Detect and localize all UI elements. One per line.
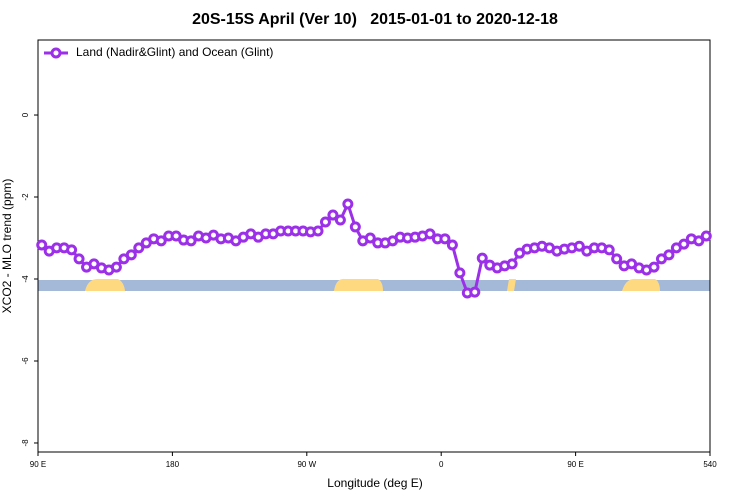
data-point [334, 214, 346, 226]
data-point [155, 235, 167, 247]
x-axis-label: Longitude (deg E) [327, 476, 422, 490]
data-point [133, 242, 145, 254]
data-point [446, 239, 458, 251]
data-point [342, 198, 354, 210]
data-point [700, 230, 712, 242]
data-point [66, 244, 78, 256]
legend-marker [50, 47, 62, 59]
y-tick-label: 0 [21, 112, 30, 117]
x-tick-label: 0 [439, 460, 444, 469]
data-point [506, 258, 518, 270]
data-point [424, 228, 436, 240]
data-point [364, 232, 376, 244]
data-point [693, 235, 705, 247]
data-point [678, 238, 690, 250]
data-point [125, 249, 137, 261]
land-patch [85, 278, 125, 291]
y-tick-label: -8 [21, 439, 30, 447]
data-point [319, 216, 331, 228]
x-tick-label: 90 E [567, 460, 583, 469]
land-patch [622, 278, 660, 291]
data-point [439, 233, 451, 245]
data-point [469, 286, 481, 298]
land-patch [334, 278, 383, 291]
chart-title: 20S-15S April (Ver 10) 2015-01-01 to 202… [192, 11, 558, 28]
legend-label: Land (Nadir&Glint) and Ocean (Glint) [76, 45, 273, 59]
data-point [349, 221, 361, 233]
data-point [110, 261, 122, 273]
data-point [312, 225, 324, 237]
data-point [476, 252, 488, 264]
data-point [185, 235, 197, 247]
data-point [603, 244, 615, 256]
data-point [327, 209, 339, 221]
data-point [73, 253, 85, 265]
land-ocean-strip [38, 278, 710, 291]
x-tick-label: 180 [166, 460, 180, 469]
data-point [36, 239, 48, 251]
data-point [648, 261, 660, 273]
x-tick-label: 90 W [297, 460, 316, 469]
data-point [454, 267, 466, 279]
data-point [573, 240, 585, 252]
y-tick-label: -6 [21, 357, 30, 365]
y-axis-label: XCO2 - MLO trend (ppm) [0, 179, 14, 314]
land-patch [507, 279, 516, 291]
data-point [611, 253, 623, 265]
data-point [663, 249, 675, 261]
y-tick-label: -4 [21, 275, 30, 283]
y-tick-label: -2 [21, 193, 30, 201]
x-tick-label: 90 E [30, 460, 46, 469]
x-tick-label: 540 [703, 460, 717, 469]
